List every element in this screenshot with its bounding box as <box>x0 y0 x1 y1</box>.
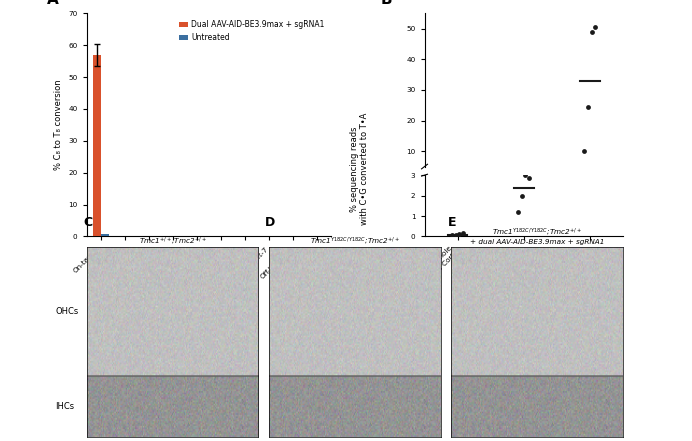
Bar <box>93 55 101 236</box>
Point <box>583 103 594 110</box>
Point <box>454 231 465 238</box>
Point <box>579 148 590 155</box>
Text: C: C <box>83 217 92 229</box>
Point <box>513 209 524 216</box>
Bar <box>101 234 109 236</box>
Text: IHCs: IHCs <box>55 402 75 411</box>
Point <box>590 23 601 30</box>
Title: Tmc1$^{Y182C/Y182C}$;Tmc2$^{+/+}$
+ dual AAV-AID-BE3.9max + sgRNA1: Tmc1$^{Y182C/Y182C}$;Tmc2$^{+/+}$ + dual… <box>470 227 604 245</box>
Text: OHCs: OHCs <box>55 307 79 316</box>
Point <box>516 192 527 199</box>
Text: B: B <box>381 0 392 7</box>
Text: A: A <box>47 0 59 7</box>
Y-axis label: % C₈ to T₈ conversion: % C₈ to T₈ conversion <box>54 79 63 170</box>
Point <box>586 28 597 35</box>
Point <box>450 232 462 239</box>
Legend: Dual AAV-AID-BE3.9max + sgRNA1, Untreated: Dual AAV-AID-BE3.9max + sgRNA1, Untreate… <box>176 17 327 45</box>
Bar <box>116 235 125 236</box>
Point <box>523 175 534 182</box>
Title: Tmc1$^{Y182C/Y182C}$;Tmc2$^{+/+}$: Tmc1$^{Y182C/Y182C}$;Tmc2$^{+/+}$ <box>309 235 400 247</box>
Point <box>457 229 468 236</box>
Point <box>447 232 458 239</box>
Text: D: D <box>265 217 275 229</box>
Y-axis label: % sequencing reads
with C•G converted to T•A: % sequencing reads with C•G converted to… <box>349 113 369 225</box>
Point <box>520 172 531 179</box>
Title: Tmc1$^{+/+}$;Tmc2$^{+/+}$: Tmc1$^{+/+}$;Tmc2$^{+/+}$ <box>138 235 206 247</box>
Text: E: E <box>448 217 456 229</box>
